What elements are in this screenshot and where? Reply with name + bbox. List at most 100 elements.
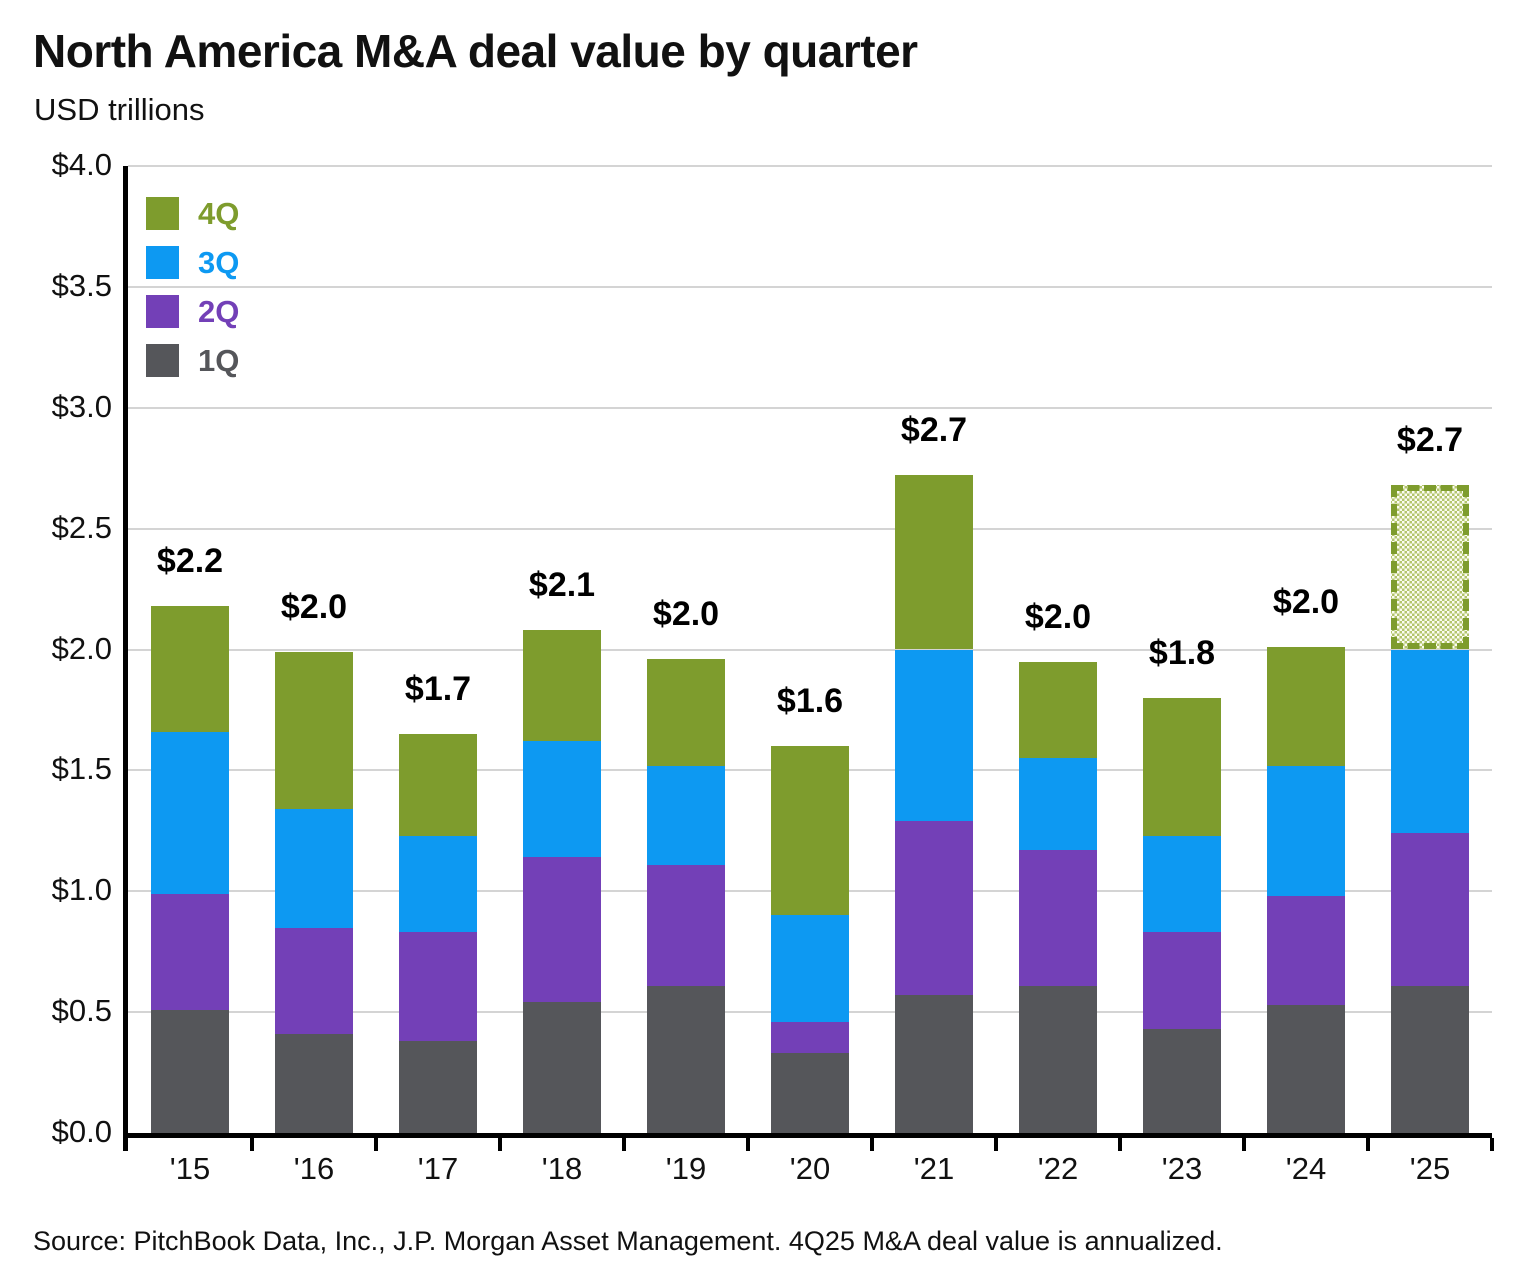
bar-18-2Q <box>523 857 601 1003</box>
bar-16-4Q <box>275 651 353 810</box>
bar-21-1Q <box>895 995 973 1133</box>
bar-total-label: $2.0 <box>1024 597 1092 636</box>
y-axis-tick-label: $2.0 <box>51 630 112 666</box>
bar-25-3Q <box>1391 649 1469 834</box>
bar-total-label: $2.1 <box>528 566 596 605</box>
gridline <box>128 165 1492 167</box>
x-axis-tick <box>746 1138 750 1151</box>
x-axis-tick <box>498 1138 502 1151</box>
x-axis-tick <box>1490 1138 1494 1151</box>
y-axis-tick-label: $0.0 <box>51 1114 112 1149</box>
legend-swatch-4q <box>146 196 179 230</box>
x-axis-tick <box>1366 1138 1370 1151</box>
x-axis-tick <box>870 1138 874 1151</box>
bar-19-1Q <box>647 985 725 1133</box>
bar-22-1Q <box>1019 985 1097 1133</box>
bar-21-2Q <box>895 821 973 996</box>
legend-item-4q: 4Q <box>146 196 239 230</box>
bar-23-3Q <box>1143 835 1221 933</box>
y-axis-tick-label: $3.0 <box>51 388 112 424</box>
bar-15-1Q <box>151 1009 229 1133</box>
gridline <box>128 527 1492 530</box>
x-axis-year-label: '20 <box>789 1151 831 1186</box>
x-axis-line <box>123 1133 1492 1138</box>
source-note: Source: PitchBook Data, Inc., J.P. Morga… <box>33 1226 1223 1256</box>
bar-23-1Q <box>1143 1029 1221 1133</box>
bar-17-3Q <box>399 835 477 933</box>
bar-20-3Q <box>771 915 849 1022</box>
gridline <box>128 285 1492 288</box>
bar-15-2Q <box>151 893 229 1010</box>
bar-18-1Q <box>523 1002 601 1133</box>
x-axis-year-label: '21 <box>913 1151 955 1186</box>
bar-19-2Q <box>647 864 725 986</box>
y-axis-tick-label: $0.5 <box>51 993 112 1029</box>
gridline <box>128 648 1492 651</box>
x-axis-year-label: '16 <box>293 1151 335 1186</box>
x-axis-tick <box>622 1138 626 1151</box>
gridline <box>128 406 1492 409</box>
x-axis-tick <box>1242 1138 1246 1151</box>
bar-23-2Q <box>1143 932 1221 1030</box>
bar-total-label: $1.8 <box>1148 633 1216 672</box>
bar-22-4Q <box>1019 661 1097 759</box>
x-axis-year-label: '23 <box>1161 1151 1203 1186</box>
x-axis-year-label: '17 <box>417 1151 459 1186</box>
bar-15-4Q <box>151 605 229 732</box>
x-axis-year-label: '25 <box>1409 1151 1451 1186</box>
y-axis-tick-label: $4.0 <box>51 147 112 182</box>
legend-item-3q: 3Q <box>146 245 239 279</box>
bar-total-label: $2.0 <box>280 587 348 626</box>
bar-16-3Q <box>275 809 353 928</box>
x-axis-year-label: '22 <box>1037 1151 1079 1186</box>
legend-label-4q: 4Q <box>198 195 240 231</box>
legend-item-2q: 2Q <box>146 294 239 328</box>
bar-25-4Q-annualized <box>1391 485 1469 650</box>
x-axis-year-label: '19 <box>665 1151 707 1186</box>
y-axis-tick-label: $2.5 <box>51 509 112 545</box>
bar-19-4Q <box>647 659 725 766</box>
bar-total-label: $1.7 <box>404 670 472 709</box>
y-axis-line <box>123 166 128 1151</box>
bar-24-2Q <box>1267 896 1345 1005</box>
chart-title: North America M&A deal value by quarter <box>33 25 918 77</box>
bar-25-2Q <box>1391 833 1469 986</box>
x-axis-tick <box>994 1138 998 1151</box>
bar-17-1Q <box>399 1041 477 1133</box>
bar-total-label: $2.0 <box>652 595 720 634</box>
bar-18-4Q <box>523 630 601 742</box>
bar-total-label: $2.0 <box>1272 583 1340 622</box>
chart-legend: 4Q 3Q 2Q 1Q <box>146 196 239 392</box>
y-axis-tick-label: $1.0 <box>51 872 112 908</box>
x-axis-tick <box>1118 1138 1122 1151</box>
bar-17-4Q <box>399 734 477 836</box>
x-axis-year-label: '15 <box>169 1151 211 1186</box>
bar-19-3Q <box>647 765 725 865</box>
legend-label-3q: 3Q <box>198 244 240 280</box>
bar-21-4Q <box>895 475 973 650</box>
legend-swatch-1q <box>146 343 179 377</box>
legend-swatch-3q <box>146 245 179 279</box>
bar-20-2Q <box>771 1021 849 1054</box>
bar-20-4Q <box>771 746 849 916</box>
x-axis-year-label: '24 <box>1285 1151 1327 1186</box>
legend-label-2q: 2Q <box>198 293 240 329</box>
bar-total-label: $2.2 <box>156 541 224 580</box>
x-axis-tick <box>374 1138 378 1151</box>
legend-swatch-2q <box>146 294 179 328</box>
bar-total-label: $2.7 <box>900 411 968 450</box>
bar-15-3Q <box>151 731 229 894</box>
x-axis-year-label: '18 <box>541 1151 583 1186</box>
bar-18-3Q <box>523 741 601 858</box>
bar-21-3Q <box>895 649 973 822</box>
bar-24-4Q <box>1267 647 1345 766</box>
bar-20-1Q <box>771 1053 849 1133</box>
legend-label-1q: 1Q <box>198 342 240 378</box>
bar-17-2Q <box>399 932 477 1042</box>
bar-total-label: $1.6 <box>776 682 844 721</box>
bar-22-2Q <box>1019 850 1097 986</box>
bar-24-3Q <box>1267 765 1345 897</box>
y-axis-tick-label: $1.5 <box>51 751 112 787</box>
bar-16-1Q <box>275 1033 353 1133</box>
bar-total-label: $2.7 <box>1396 421 1464 460</box>
